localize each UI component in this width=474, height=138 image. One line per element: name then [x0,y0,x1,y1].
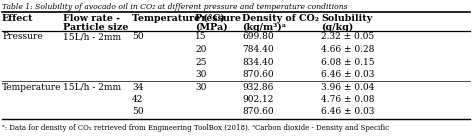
Text: Density of CO₂: Density of CO₂ [242,14,319,23]
Text: 15L/h - 2mm: 15L/h - 2mm [63,33,121,42]
Text: 50: 50 [132,108,144,116]
Text: Temperature: Temperature [2,83,62,91]
Text: 4.66 ± 0.28: 4.66 ± 0.28 [321,45,374,54]
Text: Pressure: Pressure [2,33,43,42]
Text: ᵃ: Data for density of CO₂ retrieved from Engineering ToolBox (2018). ᵃCarbon di: ᵃ: Data for density of CO₂ retrieved fro… [2,124,389,132]
Text: 50: 50 [132,33,144,42]
Text: 4.76 ± 0.08: 4.76 ± 0.08 [321,95,374,104]
Text: 42: 42 [132,95,143,104]
Text: 25: 25 [195,58,207,67]
Text: 6.46 ± 0.03: 6.46 ± 0.03 [321,70,374,79]
Text: (MPa): (MPa) [195,23,228,32]
Text: 34: 34 [132,83,143,91]
Text: 870.60: 870.60 [242,108,273,116]
Text: 870.60: 870.60 [242,70,273,79]
Text: 15L/h - 2mm: 15L/h - 2mm [63,83,121,91]
Text: 6.46 ± 0.03: 6.46 ± 0.03 [321,108,374,116]
Text: Table 1: Solubility of avocado oil in CO₂ at different pressure and temperature : Table 1: Solubility of avocado oil in CO… [2,3,347,11]
Text: 784.40: 784.40 [242,45,273,54]
Text: 902.12: 902.12 [242,95,273,104]
Text: 20: 20 [195,45,206,54]
Text: Temperature (°C): Temperature (°C) [132,14,225,23]
Text: 3.96 ± 0.04: 3.96 ± 0.04 [321,83,374,91]
Text: Effect: Effect [2,14,34,23]
Text: Particle size: Particle size [63,23,128,32]
Text: Pressure: Pressure [195,14,242,23]
Text: (kg/m³)ᵃ: (kg/m³)ᵃ [242,23,286,32]
Text: (g/kg): (g/kg) [321,23,353,32]
Text: 2.32 ± 0.05: 2.32 ± 0.05 [321,33,374,42]
Text: 699.80: 699.80 [242,33,273,42]
Text: 932.86: 932.86 [242,83,273,91]
Text: 6.08 ± 0.15: 6.08 ± 0.15 [321,58,374,67]
Text: 30: 30 [195,83,206,91]
Text: 30: 30 [195,70,206,79]
Text: Flow rate -: Flow rate - [63,14,120,23]
Text: 834.40: 834.40 [242,58,273,67]
Text: Solubility: Solubility [321,14,372,23]
Text: 15: 15 [195,33,207,42]
